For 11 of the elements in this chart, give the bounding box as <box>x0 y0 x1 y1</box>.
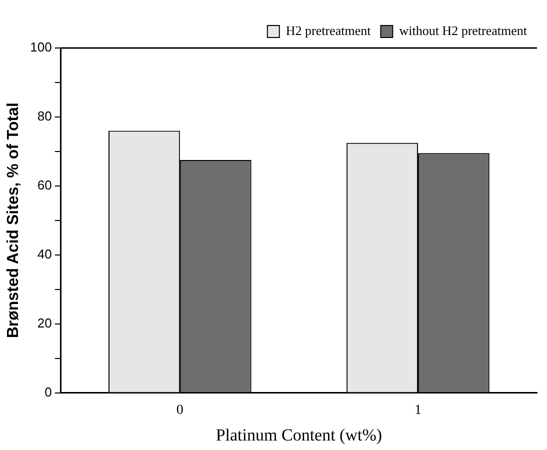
y-tick-label: 0 <box>44 384 52 400</box>
y-tick-label: 20 <box>37 315 52 330</box>
x-tick-label: 1 <box>414 402 422 418</box>
legend-label: without H2 pretreatment <box>399 22 528 38</box>
y-tick-label: 100 <box>30 40 52 55</box>
y-axis-title: Brønsted Acid Sites, % of Total <box>5 102 22 338</box>
legend-label: H2 pretreatment <box>286 22 372 38</box>
y-tick-label: 80 <box>37 108 52 124</box>
x-axis-title: Platinum Content (wt%) <box>216 425 382 444</box>
y-tick-label: 60 <box>37 178 52 192</box>
y-tick-label: 40 <box>37 246 52 262</box>
